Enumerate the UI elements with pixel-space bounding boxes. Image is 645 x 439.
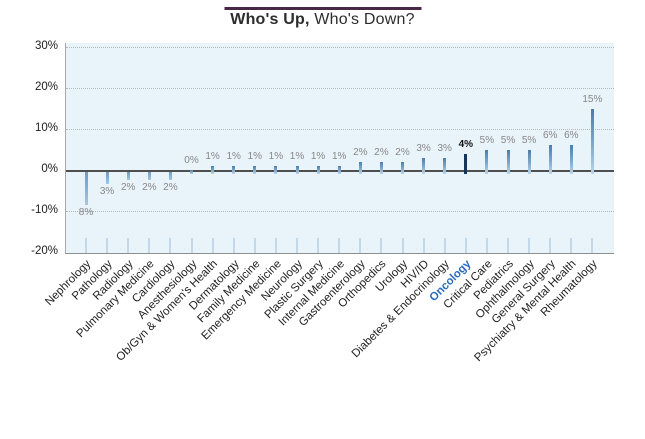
- value-label: 1%: [289, 150, 305, 162]
- value-label: 2%: [163, 182, 178, 194]
- gridline: [66, 88, 614, 89]
- bar-ophthalmology: [527, 149, 531, 174]
- category-tick-mark: [106, 238, 109, 253]
- value-label: 1%: [310, 150, 326, 162]
- value-label: 1%: [247, 150, 263, 162]
- chart-title-bold: Who's Up,: [230, 11, 310, 28]
- category-tick-mark: [570, 238, 573, 253]
- bar-orthopedics: [379, 161, 383, 174]
- value-label: 8%: [78, 206, 94, 218]
- bar-neurology: [295, 165, 299, 174]
- value-label: 0%: [184, 155, 199, 166]
- category-tick-mark: [443, 238, 446, 253]
- category-tick-mark: [549, 238, 552, 253]
- value-label: 3%: [437, 142, 452, 154]
- y-tick-label: 10%: [34, 122, 58, 134]
- title-accent-line: [224, 7, 421, 10]
- category-tick-mark: [359, 238, 362, 253]
- bar-oncology: [464, 153, 468, 174]
- value-label: 2%: [374, 146, 389, 158]
- bar-anesthesiology: [190, 170, 193, 174]
- category-tick-mark: [422, 238, 425, 253]
- category-tick-mark: [148, 238, 151, 253]
- bar-psychiatry-mental-health: [569, 145, 573, 174]
- category-tick-mark: [211, 238, 214, 253]
- category-tick-mark: [507, 238, 509, 253]
- bar-internal-medicine: [337, 165, 341, 174]
- value-label: 5%: [521, 134, 537, 146]
- value-label: 1%: [226, 150, 241, 162]
- bar-diabetes-endocrinology: [443, 157, 447, 174]
- bar-general-surgery: [548, 145, 552, 174]
- gridline: [66, 211, 614, 212]
- value-label: 4%: [458, 138, 474, 150]
- bar-nephrology: [84, 172, 88, 205]
- value-label: 5%: [500, 134, 516, 146]
- category-tick-mark: [591, 238, 594, 253]
- category-tick-mark: [485, 238, 488, 253]
- value-label: 2%: [142, 182, 157, 194]
- category-tick-mark: [401, 238, 404, 253]
- bar-pathology: [105, 172, 109, 185]
- y-tick-label: -10%: [31, 204, 58, 216]
- bar-hiv-id: [422, 157, 426, 174]
- bar-emergency-medicine: [274, 165, 278, 174]
- value-label: 6%: [542, 130, 558, 142]
- category-tick-mark: [85, 238, 87, 253]
- bar-critical-care: [485, 149, 489, 174]
- category-tick-mark: [317, 238, 320, 253]
- gridline: [66, 47, 614, 48]
- category-tick-mark: [190, 238, 193, 253]
- value-label: 6%: [564, 130, 579, 142]
- category-tick-mark: [338, 238, 341, 253]
- value-label: 2%: [120, 182, 136, 194]
- bar-radiology: [126, 172, 130, 181]
- value-label: 5%: [479, 134, 495, 146]
- bar-pulmonary-medicine: [147, 172, 151, 181]
- bar-gastroenterology: [358, 161, 362, 174]
- value-label: 1%: [205, 150, 220, 162]
- category-tick-mark: [380, 238, 383, 253]
- value-label: 15%: [582, 93, 603, 105]
- bar-rheumatology: [590, 108, 594, 174]
- value-label: 2%: [353, 146, 368, 158]
- value-label: 3%: [416, 142, 431, 154]
- bar-pediatrics: [506, 149, 510, 174]
- bar-ob-gyn-women-s-health: [211, 165, 215, 174]
- category-tick-mark: [274, 238, 277, 253]
- category-tick-mark: [127, 238, 130, 253]
- bar-plastic-surgery: [316, 165, 320, 174]
- y-tick-label: -20%: [31, 245, 58, 257]
- bar-family-medicine: [253, 165, 257, 174]
- category-tick-mark: [169, 238, 172, 253]
- chart-title-regular: Who's Down?: [309, 11, 415, 28]
- gridline: [66, 129, 614, 130]
- x-axis: Nephrology Pathology Radiology Pulmonary Me…: [43, 254, 613, 394]
- value-label: 3%: [99, 186, 115, 198]
- bar-urology: [401, 161, 404, 174]
- value-label: 2%: [395, 146, 410, 158]
- category-tick-mark: [296, 238, 298, 253]
- value-label: 1%: [331, 150, 347, 162]
- y-tick-label: 0%: [41, 163, 58, 175]
- value-label: 1%: [268, 150, 284, 162]
- bar-dermatology: [232, 165, 236, 174]
- bar-cardiology: [168, 172, 172, 181]
- y-tick-label: 20%: [34, 81, 58, 93]
- plot-area: 8% 3% 2% 2% 2% 0% 1% 1% 1% 1% 1% 1% 1% 2% 2% 2% 3% 3% 4% 5%…: [65, 43, 614, 254]
- y-tick-label: 30%: [34, 40, 58, 52]
- category-tick-mark: [253, 238, 256, 253]
- category-tick-mark: [232, 238, 235, 253]
- category-tick-mark: [528, 238, 531, 253]
- category-tick-mark: [464, 238, 467, 253]
- chart-title: Who's Up, Who's Down?: [0, 11, 645, 29]
